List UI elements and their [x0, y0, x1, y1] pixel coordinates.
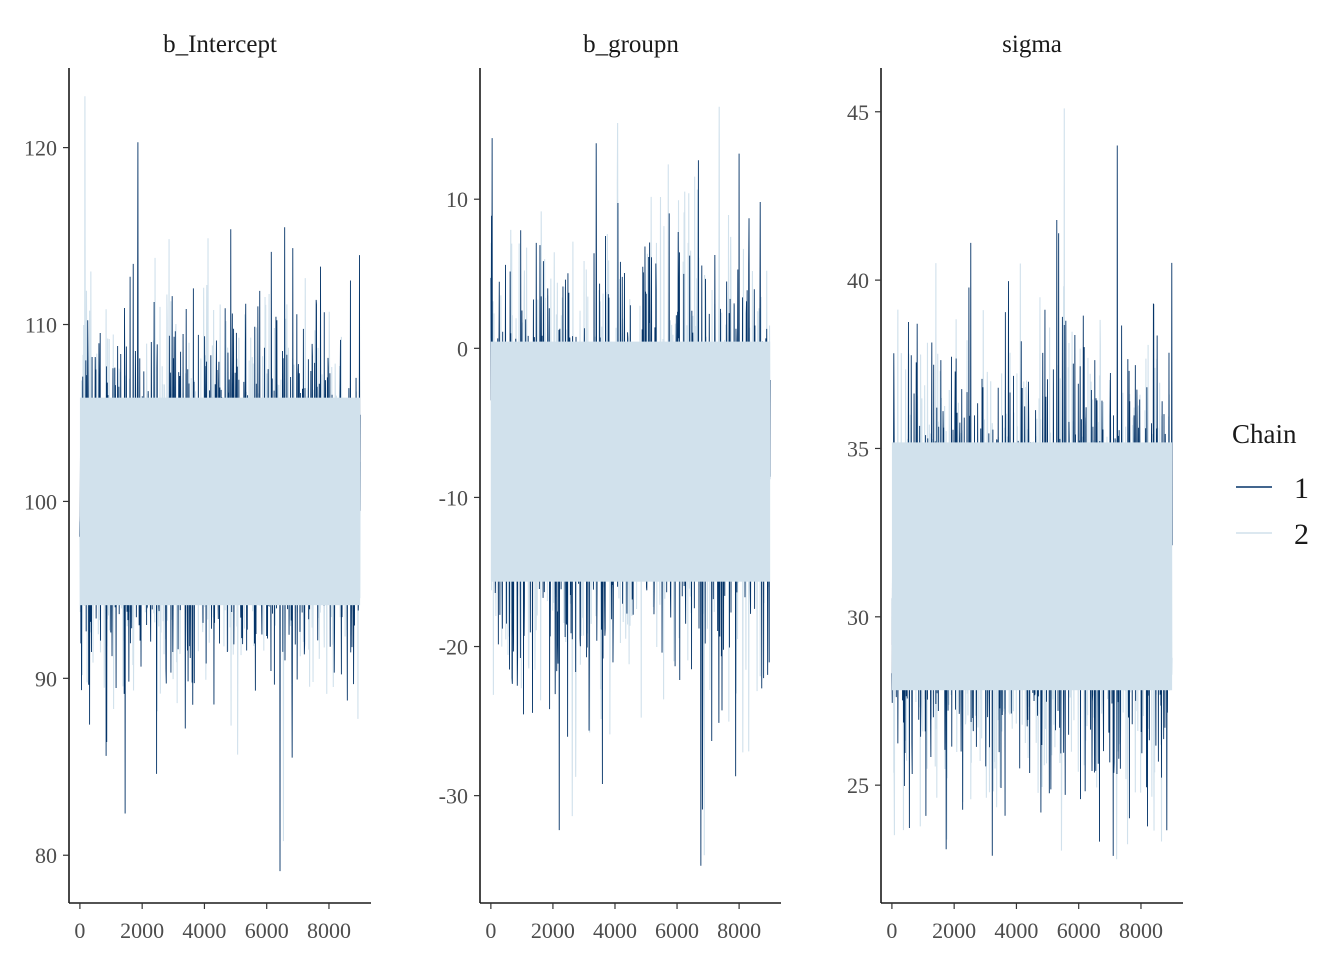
y-tick-label: 110	[25, 313, 57, 338]
y-tick-label: 35	[847, 436, 869, 461]
x-tick-label: 0	[74, 918, 85, 943]
x-tick-label: 6000	[655, 918, 699, 943]
x-tick-label: 2000	[531, 918, 575, 943]
x-tick-label: 8000	[717, 918, 761, 943]
trace-panel-b_groupn: b_groupn -30 -20 -10 0 10 0 2000 4000 6000 8000	[439, 31, 781, 943]
legend-label-chain-1: 1	[1294, 472, 1309, 505]
x-tick-label: 4000	[994, 918, 1038, 943]
panel-title: sigma	[1002, 31, 1062, 58]
x-tick-label: 2000	[932, 918, 976, 943]
x-tick-label: 4000	[182, 918, 226, 943]
panel-title: b_groupn	[583, 31, 679, 58]
x-tick-label: 6000	[245, 918, 289, 943]
trace-dense-band	[490, 341, 771, 582]
y-tick-label: -20	[439, 635, 468, 660]
trace-dense-band	[79, 397, 361, 606]
trace-panel-sigma: sigma 25 30 35 40 45 0 2000 4000 6000 8000	[847, 31, 1183, 943]
y-tick-label: 45	[847, 100, 869, 125]
y-tick-label: 0	[457, 336, 468, 361]
y-tick-label: 100	[24, 489, 57, 514]
trace-panel-b_Intercept: b_Intercept 80 90 100 110 120 0 2000 4000 6000 800…	[24, 31, 371, 943]
y-tick-label: 90	[35, 666, 57, 691]
trace-dense-band	[891, 442, 1173, 691]
legend: Chain 1 2	[1232, 419, 1309, 551]
legend-label-chain-2: 2	[1294, 518, 1309, 551]
panel-title: b_Intercept	[163, 31, 277, 58]
x-tick-label: 4000	[593, 918, 637, 943]
y-tick-label: 40	[847, 268, 869, 293]
legend-title: Chain	[1232, 419, 1297, 449]
y-tick-label: 80	[35, 843, 57, 868]
y-tick-label: 10	[446, 187, 468, 212]
y-tick-label: 120	[24, 136, 57, 161]
x-tick-label: 8000	[307, 918, 351, 943]
y-tick-label: -30	[439, 784, 468, 809]
y-tick-label: 30	[847, 605, 869, 630]
y-tick-label: 25	[847, 773, 869, 798]
x-tick-label: 0	[886, 918, 897, 943]
x-tick-label: 6000	[1057, 918, 1101, 943]
y-tick-label: -10	[439, 485, 468, 510]
x-tick-label: 0	[485, 918, 496, 943]
x-tick-label: 8000	[1119, 918, 1163, 943]
x-tick-label: 2000	[120, 918, 164, 943]
